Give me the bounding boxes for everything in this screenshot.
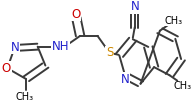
Text: CH₃: CH₃ bbox=[174, 81, 192, 91]
Text: NH: NH bbox=[52, 40, 70, 53]
Text: CH₃: CH₃ bbox=[15, 92, 33, 102]
Text: N: N bbox=[121, 72, 129, 85]
Text: O: O bbox=[2, 62, 11, 75]
Text: N: N bbox=[11, 41, 19, 54]
Text: S: S bbox=[106, 46, 113, 59]
Text: O: O bbox=[72, 8, 81, 21]
Text: N: N bbox=[130, 0, 139, 13]
Text: CH₃: CH₃ bbox=[164, 16, 183, 26]
